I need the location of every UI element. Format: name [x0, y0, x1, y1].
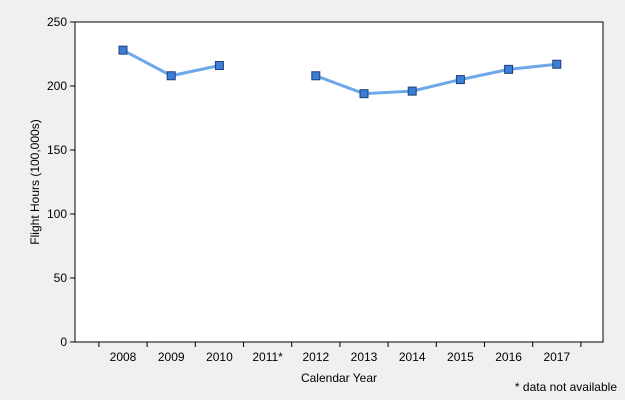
data-point-marker	[166, 71, 176, 81]
data-point-marker	[455, 75, 465, 85]
data-point-marker	[359, 89, 369, 99]
x-tick-label: 2013	[351, 350, 378, 364]
data-point-marker	[311, 71, 321, 81]
x-axis-title: Calendar Year	[301, 371, 377, 385]
y-axis: 0 50 100 150 200 250	[47, 15, 75, 349]
series-group	[118, 45, 562, 99]
x-tick-label: 2015	[447, 350, 474, 364]
x-tick-label: 2008	[110, 350, 137, 364]
y-tick-label: 50	[54, 271, 68, 285]
y-tick-label: 200	[47, 79, 67, 93]
data-point-marker	[118, 45, 128, 55]
x-tick-label: 2009	[158, 350, 185, 364]
series-line-segment	[315, 62, 557, 96]
x-tick-label: 2010	[206, 350, 233, 364]
y-axis-title: Flight Hours (100,000s)	[28, 119, 42, 244]
data-point-marker	[552, 59, 562, 69]
y-tick-label: 0	[60, 335, 67, 349]
data-point-marker	[504, 64, 514, 74]
x-tick-label: 2017	[543, 350, 570, 364]
data-point-marker	[407, 86, 417, 96]
x-tick-label: 2014	[399, 350, 426, 364]
data-point-marker	[214, 61, 224, 71]
footnote: * data not available	[515, 380, 617, 394]
x-tick-label: 2011*	[252, 350, 283, 364]
y-tick-label: 150	[47, 143, 67, 157]
y-tick-label: 100	[47, 207, 67, 221]
plot-area	[74, 21, 604, 343]
x-tick-label: 2012	[302, 350, 329, 364]
x-axis: 2008 2009 2010 2011* 2012 2013 2014 2015 2016 201…	[98, 342, 582, 364]
y-tick-label: 250	[47, 15, 67, 29]
x-tick-label: 2016	[495, 350, 522, 364]
